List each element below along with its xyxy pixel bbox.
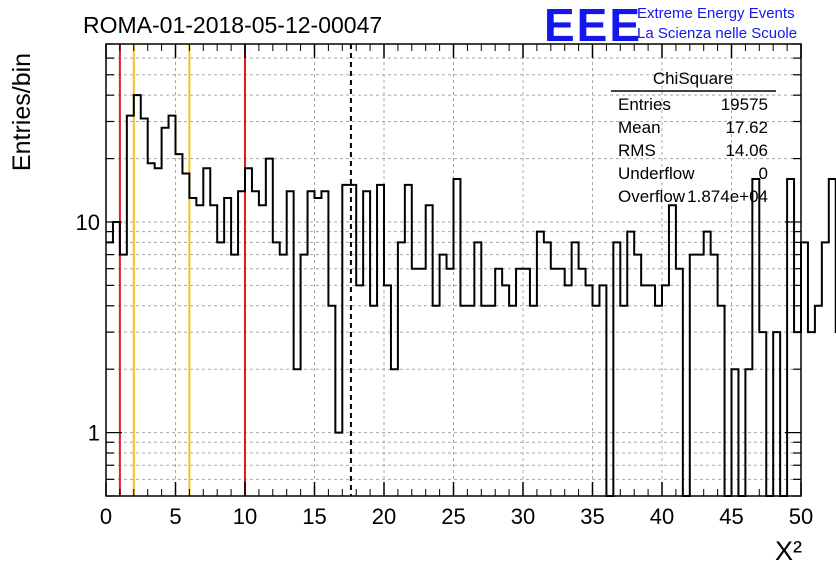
x-tick-label: 10 — [233, 504, 257, 529]
x-axis-label: X² — [775, 536, 802, 566]
stats-title: ChiSquare — [653, 69, 733, 88]
x-axis-ticks: 0 5 10 15 20 25 30 35 40 45 50 — [100, 44, 813, 529]
stats-value-overflow: 1.874e+04 — [687, 187, 768, 206]
stats-label-rms: RMS — [618, 141, 656, 160]
histogram-line — [106, 94, 836, 497]
x-tick-label: 25 — [441, 504, 465, 529]
x-tick-label: 45 — [719, 504, 743, 529]
y-tick-label: 1 — [88, 421, 100, 446]
y-axis-label: Entries/bin — [8, 53, 36, 171]
logo-line-2: La Scienza nelle Scuole — [637, 25, 797, 42]
x-tick-label: 0 — [100, 504, 112, 529]
marker-lines — [118, 44, 246, 496]
x-tick-label: 35 — [580, 504, 604, 529]
chart-title: ROMA-01-2018-05-12-00047 — [83, 12, 382, 38]
y-tick-label: 10 — [76, 210, 100, 235]
stats-label-overflow: Overflow — [618, 187, 686, 206]
x-tick-label: 15 — [302, 504, 326, 529]
stats-label-underflow: Underflow — [618, 164, 695, 183]
stats-box: ChiSquare Entries 19575 Mean 17.62 RMS 1… — [611, 69, 776, 206]
y-axis-ticks: 1 10 — [76, 43, 801, 497]
x-tick-label: 30 — [511, 504, 535, 529]
logo-line-1: Extreme Energy Events — [637, 5, 795, 22]
stats-value-mean: 17.62 — [725, 118, 768, 137]
stats-value-entries: 19575 — [721, 95, 768, 114]
x-tick-label: 50 — [789, 504, 813, 529]
eee-logo-mark: EEE — [544, 0, 642, 51]
x-tick-label: 40 — [650, 504, 674, 529]
stats-value-rms: 14.06 — [725, 141, 768, 160]
stats-label-entries: Entries — [618, 95, 671, 114]
stats-value-underflow: 0 — [759, 164, 768, 183]
stats-label-mean: Mean — [618, 118, 661, 137]
x-tick-label: 5 — [169, 504, 181, 529]
x-tick-label: 20 — [372, 504, 396, 529]
